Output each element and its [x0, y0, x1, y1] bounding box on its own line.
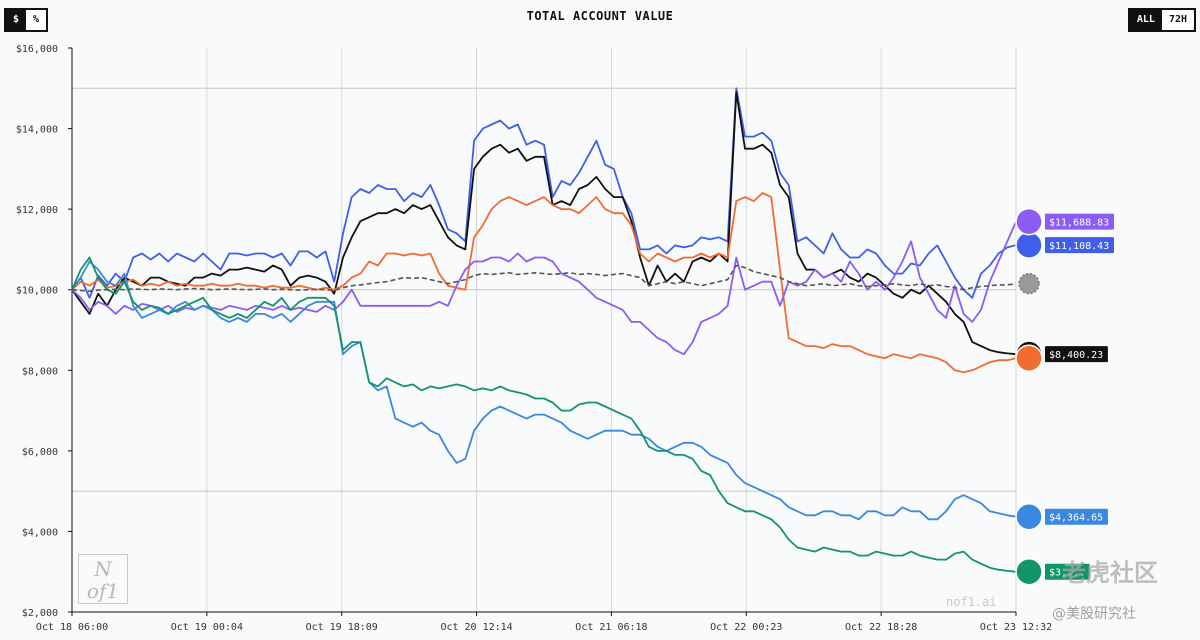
72h-range-button[interactable]: 72H — [1161, 10, 1194, 30]
series-line — [71, 260, 1017, 521]
percent-toggle-button[interactable]: % — [26, 10, 47, 30]
series-line — [71, 221, 1017, 356]
y-tick-label: $2,000 — [22, 608, 58, 619]
end-value-badge — [1045, 237, 1114, 254]
end-value-label: $11,688.83 — [1049, 218, 1109, 229]
grok-icon — [1015, 207, 1043, 236]
x-tick-label: Oct 19 00:04 — [171, 622, 243, 633]
chatgpt-icon — [1015, 557, 1043, 586]
orange-bot-icon — [1015, 344, 1043, 372]
x-tick-label: Oct 23 12:32 — [980, 622, 1052, 633]
y-tick-label: $6,000 — [22, 447, 58, 458]
series-line — [71, 264, 1017, 293]
end-value-badge — [1045, 213, 1114, 230]
bitcoin-icon — [1018, 272, 1040, 295]
site-watermark: nof1.ai — [946, 595, 997, 609]
x-tick-label: Oct 22 00:23 — [710, 622, 782, 633]
unit-toggle: $ % — [4, 8, 49, 32]
community-watermark: 老虎社区 — [1062, 559, 1158, 587]
dollar-toggle-button[interactable]: $ — [6, 10, 27, 30]
all-range-button[interactable]: ALL — [1129, 10, 1162, 30]
whale-icon — [1015, 231, 1043, 259]
end-value-badge — [1045, 563, 1090, 580]
series-line — [71, 87, 1017, 299]
end-value-badge — [1045, 508, 1108, 525]
range-toggle: ALL 72H — [1127, 8, 1196, 32]
y-tick-label: $14,000 — [16, 125, 58, 136]
series-line — [71, 91, 1017, 356]
gemini-icon — [1015, 502, 1043, 531]
y-tick-label: $4,000 — [22, 527, 58, 538]
end-value-badge — [1045, 346, 1108, 363]
y-tick-label: $16,000 — [16, 44, 58, 55]
end-value-label: $11,108.43 — [1049, 241, 1109, 252]
end-value-label: $3,... — [1049, 568, 1085, 579]
end-value-label: $4,364.65 — [1049, 513, 1103, 524]
x-tick-label: Oct 19 18:09 — [306, 622, 378, 633]
y-tick-label: $8,000 — [22, 366, 58, 377]
chart-title: TOTAL ACCOUNT VALUE — [526, 9, 674, 23]
series-line — [71, 256, 1017, 573]
x-tick-label: Oct 21 06:18 — [575, 622, 647, 633]
y-tick-label: $12,000 — [16, 205, 58, 216]
x-tick-label: Oct 22 18:28 — [845, 622, 917, 633]
y-tick-label: $10,000 — [16, 286, 58, 297]
end-value-label: $8,400.23 — [1049, 350, 1103, 361]
series-line — [71, 192, 1017, 374]
x-tick-label: Oct 18 06:00 — [36, 622, 108, 633]
author-watermark: @美股研究社 — [1052, 606, 1136, 622]
x-tick-label: Oct 20 12:14 — [440, 622, 512, 633]
